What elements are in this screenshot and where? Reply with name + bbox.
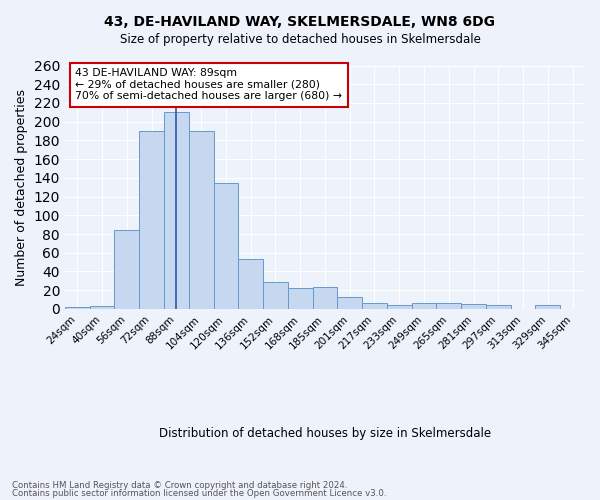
Bar	[288, 288, 313, 309]
X-axis label: Distribution of detached houses by size in Skelmersdale: Distribution of detached houses by size …	[159, 427, 491, 440]
Bar	[486, 305, 511, 309]
Bar	[535, 305, 560, 309]
Bar	[115, 230, 139, 309]
Bar	[164, 112, 189, 309]
Text: Contains public sector information licensed under the Open Government Licence v3: Contains public sector information licen…	[12, 488, 386, 498]
Text: 43, DE-HAVILAND WAY, SKELMERSDALE, WN8 6DG: 43, DE-HAVILAND WAY, SKELMERSDALE, WN8 6…	[104, 15, 496, 29]
Bar	[214, 184, 238, 309]
Text: Contains HM Land Registry data © Crown copyright and database right 2024.: Contains HM Land Registry data © Crown c…	[12, 481, 347, 490]
Bar	[313, 288, 337, 309]
Bar	[263, 282, 288, 309]
Y-axis label: Number of detached properties: Number of detached properties	[15, 88, 28, 286]
Bar	[65, 307, 89, 309]
Bar	[89, 306, 115, 309]
Bar	[238, 260, 263, 309]
Text: Size of property relative to detached houses in Skelmersdale: Size of property relative to detached ho…	[119, 32, 481, 46]
Bar	[436, 304, 461, 309]
Bar	[139, 131, 164, 309]
Bar	[387, 305, 412, 309]
Bar	[412, 304, 436, 309]
Bar	[362, 304, 387, 309]
Bar	[337, 296, 362, 309]
Bar	[461, 304, 486, 309]
Bar	[189, 131, 214, 309]
Text: 43 DE-HAVILAND WAY: 89sqm
← 29% of detached houses are smaller (280)
70% of semi: 43 DE-HAVILAND WAY: 89sqm ← 29% of detac…	[76, 68, 343, 101]
